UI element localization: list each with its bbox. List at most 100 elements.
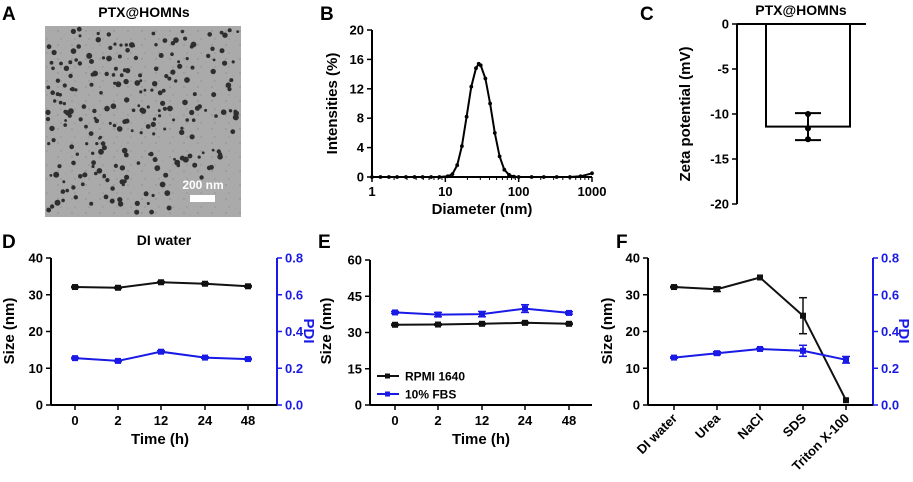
nanoparticle: [140, 108, 147, 114]
e-y-axis-tick-label: 45: [348, 289, 362, 304]
nanoparticle: [124, 43, 128, 47]
d-pdi-point: [158, 348, 164, 355]
nanoparticle: [228, 109, 233, 113]
nanoparticle: [76, 44, 81, 49]
e-y-axis-tick-label: 0: [355, 398, 362, 413]
nanoparticle: [131, 108, 136, 113]
f-size-point: [714, 286, 720, 293]
nanoparticle: [53, 99, 57, 103]
nanoparticle: [189, 109, 195, 116]
d-y-axis-tick-label: 30: [29, 287, 43, 302]
nanoparticle: [54, 199, 61, 206]
nanoparticle: [152, 132, 156, 136]
nanoparticle: [51, 66, 55, 71]
e-legend-label: RPMI 1640: [405, 370, 465, 384]
b-data-point: [492, 131, 497, 135]
nanoparticle: [49, 174, 53, 177]
nanoparticle: [130, 129, 134, 133]
nanoparticle: [91, 160, 96, 166]
d-x-tick-label: 12: [154, 413, 168, 428]
nanoparticle: [80, 182, 85, 187]
nanoparticle: [164, 190, 171, 197]
b-data-point: [450, 172, 455, 177]
nanoparticle: [77, 61, 83, 66]
b-data-point: [460, 144, 464, 149]
b-y-axis-tick-label: 0: [357, 170, 364, 185]
b-data-point: [412, 175, 417, 179]
nanoparticle: [207, 32, 212, 37]
d-size-point: [245, 283, 251, 290]
d-size-point: [72, 284, 78, 291]
nanoparticle: [232, 114, 239, 121]
nanoparticle: [106, 32, 112, 37]
nanoparticle: [61, 190, 65, 194]
nanoparticle: [55, 78, 61, 83]
nanoparticle: [125, 68, 131, 74]
f-pdi-point: [843, 356, 849, 363]
nanoparticle: [225, 82, 232, 88]
nanoparticle: [150, 88, 154, 92]
b-data-point: [378, 175, 383, 179]
nanoparticle: [63, 109, 68, 114]
nanoparticle: [49, 204, 55, 209]
nanoparticle: [62, 102, 66, 106]
c-bar: [765, 23, 851, 128]
e-rpmi-point: [566, 320, 572, 327]
d-y-axis-label: Size (nm): [1, 298, 18, 365]
b-y-axis-tick-label: 4: [357, 140, 365, 155]
nanoparticle: [151, 193, 155, 198]
nanoparticle: [139, 79, 143, 83]
nanoparticle: [78, 34, 82, 38]
nanoparticle: [93, 116, 97, 120]
nanoparticle: [227, 87, 232, 92]
b-data-point: [464, 114, 469, 119]
nanoparticle: [119, 73, 124, 78]
nanoparticle: [146, 202, 150, 205]
nanoparticle: [182, 156, 189, 163]
b-series-line: [372, 62, 593, 178]
nanoparticle: [115, 81, 122, 88]
nanoparticle: [113, 42, 117, 46]
b-data-point: [516, 175, 521, 179]
nanoparticle: [180, 126, 184, 130]
nanoparticle: [89, 201, 94, 206]
c-y-axis-tick-label: -5: [717, 62, 729, 77]
nanoparticle: [55, 92, 60, 97]
nanoparticle: [105, 178, 110, 183]
d-pdi-point: [115, 357, 121, 364]
nanoparticle: [143, 191, 149, 197]
nanoparticle: [210, 46, 215, 51]
b-data-point: [370, 175, 374, 179]
nanoparticle: [75, 152, 80, 156]
nanoparticle: [122, 119, 128, 125]
d-x-tick-label: 48: [241, 413, 255, 428]
nanoparticle: [158, 114, 162, 118]
nanoparticle: [112, 123, 117, 128]
nanoparticle: [121, 147, 128, 154]
nanoparticle: [46, 85, 51, 90]
f-size-line: [673, 276, 847, 401]
nanoparticle: [136, 161, 141, 165]
nanoparticle: [122, 179, 127, 184]
e-rpmi-point: [479, 320, 485, 327]
d-y2-axis-label: PDI: [300, 318, 317, 343]
b-data-point: [507, 172, 511, 177]
nanoparticle: [68, 60, 73, 65]
nanoparticle: [63, 123, 67, 127]
tem-micrograph-icon: 200 nm: [45, 26, 241, 217]
nanoparticle: [62, 180, 66, 184]
b-data-point: [578, 174, 583, 179]
nanoparticle: [124, 97, 130, 103]
panel-label-a: A: [2, 4, 16, 25]
c-data-point: [805, 111, 811, 117]
nanoparticle: [189, 134, 195, 140]
nanoparticle: [82, 172, 88, 178]
d-y2-axis-tick-label: 0.6: [285, 287, 303, 302]
nanoparticle: [192, 92, 197, 97]
nanoparticle: [143, 88, 147, 92]
nanoparticle: [222, 32, 228, 38]
nanoparticle: [170, 41, 176, 46]
b-x-axis-label: Diameter (nm): [432, 201, 533, 218]
e-y-axis-tick-label: 60: [348, 253, 362, 268]
